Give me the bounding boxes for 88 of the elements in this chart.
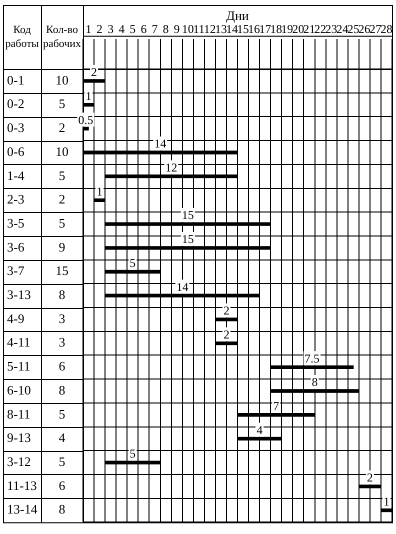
y2-tick-label: 5: [58, 454, 66, 469]
y-tick-label: 4-9: [7, 310, 24, 326]
data-label: 2: [223, 327, 230, 342]
x-tick-label: 19: [281, 22, 294, 36]
y-tick-label: 13-14: [7, 502, 38, 517]
x-tick-label: 25: [347, 22, 360, 36]
y2-tick-label: 10: [56, 72, 68, 88]
y2-tick-label: 9: [58, 239, 66, 254]
y-tick-label: 0-2: [7, 96, 24, 112]
y2-tick-label: 10: [56, 144, 68, 159]
y2-tick-label: 8: [58, 382, 66, 398]
y-tick-label: 4-11: [7, 334, 30, 350]
data-label: 12: [165, 160, 178, 174]
data-label: 2: [366, 470, 373, 485]
x-tick-label: 12: [204, 22, 216, 36]
y-tick-label: 0-6: [7, 144, 25, 159]
y2-tick-label: 15: [56, 263, 68, 278]
y-axis-title: Код работы: [5, 24, 40, 50]
data-label: 1: [86, 88, 92, 103]
y-tick-label: 8-11: [7, 406, 30, 422]
y2-tick-label: 8: [58, 502, 66, 517]
x-tick-label: 21: [303, 22, 316, 36]
data-label: 5: [130, 256, 136, 270]
x-tick-label: 1: [86, 22, 92, 36]
x-tick-label: 6: [140, 22, 147, 36]
x-axis-title: Дни: [226, 8, 249, 24]
y-tick-label: 3-7: [7, 263, 25, 278]
y-tick-label: 1-4: [7, 168, 25, 183]
y2-tick-label: 2: [58, 120, 66, 136]
data-label: 15: [182, 208, 194, 222]
data-label: 5: [130, 446, 136, 461]
y-tick-label: 3-6: [7, 239, 25, 254]
y-tick-label: 5-11: [7, 358, 30, 374]
y2-tick-label: 3: [58, 310, 66, 326]
x-tick-label: 22: [314, 22, 326, 36]
data-label: 15: [182, 232, 194, 246]
x-tick-label: 16: [248, 22, 260, 36]
y-tick-label: 3-5: [7, 215, 24, 230]
data-label: 1: [96, 184, 103, 198]
x-tick-label: 10: [182, 22, 194, 36]
data-label: 4: [256, 422, 263, 437]
x-tick-label: 5: [130, 22, 136, 36]
data-label: 2: [91, 65, 98, 80]
x-tick-label: 23: [325, 22, 338, 36]
x-tick-label: 4: [118, 22, 125, 36]
x-tick-label: 9: [174, 22, 180, 36]
x-tick-label: 24: [336, 22, 348, 36]
y-tick-label: 0-1: [7, 72, 24, 88]
y2-tick-label: 5: [58, 215, 66, 230]
y-tick-label: 3-13: [7, 287, 31, 302]
y-tick-label: 3-12: [7, 454, 31, 469]
y-tick-label: 9-13: [7, 430, 31, 446]
x-tick-label: 3: [108, 22, 114, 36]
data-label: 7: [273, 399, 280, 414]
y2-tick-label: 4: [58, 430, 66, 446]
y2-tick-label: 6: [58, 358, 66, 374]
y-tick-label: 6-10: [7, 382, 31, 398]
y2-axis-title: Кол-во рабочих: [42, 24, 82, 50]
x-tick-label: 8: [162, 22, 169, 36]
x-tick-label: 15: [237, 22, 250, 36]
x-tick-label: 13: [214, 22, 227, 36]
x-tick-label: 26: [358, 22, 370, 36]
y-tick-label: 11-13: [7, 478, 37, 493]
y-tick-label: 0-3: [7, 120, 24, 136]
y2-tick-label: 6: [58, 478, 66, 493]
data-label: 14: [154, 136, 166, 151]
data-label: 0.5: [78, 112, 94, 127]
data-label: 1: [383, 494, 390, 508]
y2-tick-label: 2: [58, 192, 66, 207]
x-tick-label: 28: [380, 22, 392, 36]
data-label: 2: [223, 304, 230, 318]
y2-tick-label: 5: [58, 406, 66, 422]
x-tick-label: 18: [270, 22, 282, 36]
x-tick-label: 14: [226, 22, 238, 36]
data-label: 7.5: [304, 351, 320, 366]
y-tick-label: 2-3: [7, 192, 24, 207]
x-tick-label: 11: [193, 22, 205, 36]
y2-tick-label: 3: [58, 334, 66, 350]
x-tick-label: 2: [96, 22, 103, 36]
x-tick-label: 7: [152, 22, 158, 36]
y2-tick-label: 5: [58, 168, 66, 183]
y2-tick-label: 5: [58, 96, 66, 112]
x-tick-label: 17: [259, 22, 272, 36]
y2-tick-label: 8: [58, 287, 66, 302]
data-label: 14: [176, 280, 188, 294]
x-tick-label: 27: [369, 22, 382, 36]
x-tick-label: 20: [292, 22, 304, 36]
data-label: 8: [312, 375, 318, 390]
